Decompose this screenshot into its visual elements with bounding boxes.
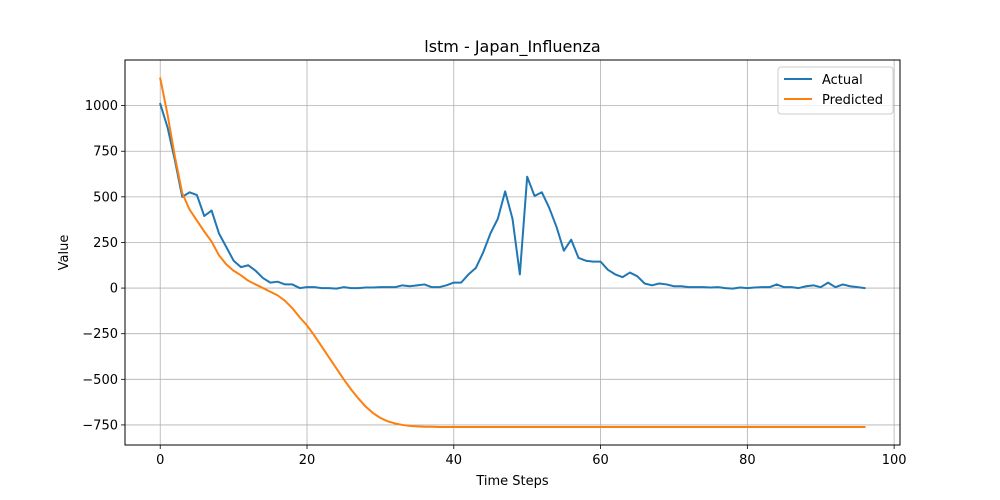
y-tick-label: 1000: [85, 99, 118, 114]
x-tick-label: 60: [592, 453, 609, 468]
legend-label-actual: Actual: [822, 73, 863, 88]
x-axis-title: Time Steps: [475, 474, 549, 489]
legend: Actual Predicted: [777, 66, 894, 115]
grid: [125, 60, 900, 445]
x-tick-label: 0: [156, 453, 164, 468]
y-tick-label: 500: [93, 190, 118, 205]
x-tick-label: 40: [446, 453, 463, 468]
x-tick-label: 20: [299, 453, 316, 468]
y-tick-label: −750: [82, 418, 118, 433]
series-line-actual: [159, 102, 866, 290]
legend-label-predicted: Predicted: [822, 93, 883, 108]
x-tick-label: 80: [739, 453, 756, 468]
y-tick-label: 0: [110, 282, 118, 297]
axis-ticks: 0 20 40 60 80 100 −750 −500 −250 0 250 500 750 1000: [82, 99, 906, 468]
y-tick-label: 750: [93, 145, 118, 160]
y-tick-label: 250: [93, 236, 118, 251]
x-tick-label: 100: [882, 453, 907, 468]
chart-title: lstm - Japan_Influenza: [424, 37, 600, 57]
y-tick-label: −250: [82, 327, 118, 342]
y-tick-label: −500: [82, 373, 118, 388]
y-axis-title: Value: [57, 235, 72, 271]
series-layer: [159, 77, 866, 428]
plot-frame: [124, 59, 901, 446]
series-line-predicted: [159, 77, 866, 428]
